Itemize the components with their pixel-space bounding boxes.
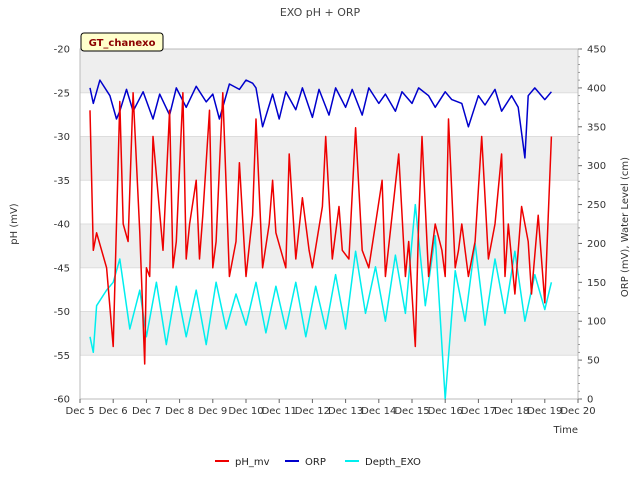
x-tick-label: Dec 11 (262, 406, 297, 417)
y-axis-label-right: ORP (mV), Water Level (cm) (620, 157, 631, 297)
background-band (80, 49, 578, 93)
x-tick-label: Dec 7 (132, 406, 161, 417)
x-tick-label: Dec 8 (165, 406, 194, 417)
legend: pH_mv ORP Depth_EXO (215, 457, 421, 468)
y-tick-label-right: 250 (587, 200, 606, 211)
x-tick-label: Dec 10 (228, 406, 263, 417)
series-line-orp (89, 79, 552, 159)
x-tick-label: Dec 5 (66, 406, 95, 417)
x-tick-label: Dec 17 (461, 406, 496, 417)
series-lines (89, 79, 553, 400)
axis-ticks: -60 -55 -50 -45 -40 -35 -30 -25 -20 0 50 100 150 200 2… (54, 45, 606, 418)
y-tick-label-right: 0 (587, 395, 593, 406)
plot-frame (79, 48, 579, 400)
y-tick-label-right: 100 (587, 317, 606, 328)
x-tick-label: Dec 6 (99, 406, 128, 417)
y-tick-label-left: -20 (54, 45, 70, 56)
x-tick-label: Dec 9 (198, 406, 227, 417)
y-tick-label-left: -40 (54, 220, 70, 231)
x-tick-label: Dec 16 (428, 406, 463, 417)
series-line-depth-exo (89, 203, 553, 400)
x-tick-label: Dec 19 (527, 406, 562, 417)
legend-label: Depth_EXO (365, 457, 421, 468)
x-axis-label: Time (553, 425, 578, 436)
y-tick-label-left: -45 (54, 263, 70, 274)
background-bands (80, 49, 578, 356)
y-tick-label-right: 450 (587, 45, 606, 56)
site-label-box: GT_chanexo (80, 32, 164, 52)
y-tick-label-right: 200 (587, 239, 606, 250)
x-tick-label: Dec 14 (361, 406, 396, 417)
y-tick-label-left: -60 (54, 395, 70, 406)
background-band (80, 136, 578, 181)
legend-label: ORP (305, 457, 326, 468)
y-tick-label-left: -55 (54, 351, 70, 362)
y-tick-label-right: 50 (587, 356, 600, 367)
y-tick-label-left: -35 (54, 176, 70, 187)
site-label: GT_chanexo (89, 38, 156, 49)
y-tick-label-right: 300 (587, 161, 606, 172)
y-tick-label-right: 350 (587, 122, 606, 133)
y-axis-label-left: pH (mV) (9, 203, 20, 245)
y-tick-label-left: -25 (54, 88, 70, 99)
x-tick-label: Dec 12 (295, 406, 330, 417)
y-tick-label-left: -30 (54, 132, 70, 143)
x-tick-label: Dec 13 (328, 406, 363, 417)
chart-title: EXO pH + ORP (280, 6, 361, 19)
x-tick-label: Dec 15 (394, 406, 429, 417)
x-tick-label: Dec 20 (560, 406, 595, 417)
y-tick-label-right: 400 (587, 83, 606, 94)
y-tick-label-right: 150 (587, 278, 606, 289)
legend-label: pH_mv (235, 457, 270, 468)
background-band (80, 311, 578, 356)
y-tick-label-left: -50 (54, 307, 70, 318)
x-tick-label: Dec 18 (494, 406, 529, 417)
series-line-ph-mv (89, 92, 553, 365)
